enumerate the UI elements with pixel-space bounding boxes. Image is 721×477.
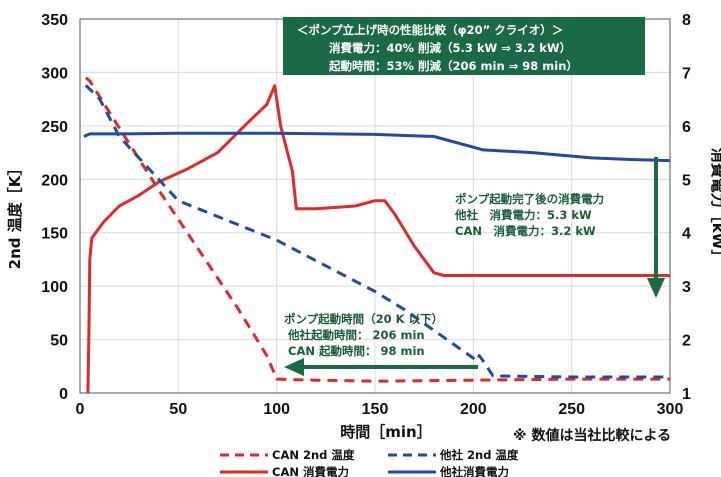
summary-line-3: 起動時間：53% 削減（206 min ⇒ 98 min）	[328, 59, 578, 73]
disclaimer: ※ 数値は当社比較による	[513, 427, 671, 444]
x-tick-labels: 0 50 100 150 200 250 300	[76, 401, 684, 418]
time-note-line-1: ポンプ起動時間（20 K 以下）	[284, 312, 443, 326]
time-note-line-2: 他社起動時間： 206 min	[287, 328, 425, 342]
y-right-tick-label: 5	[682, 172, 691, 189]
series-line-2	[84, 84, 670, 379]
y-left-tick-label: 350	[41, 12, 68, 29]
y-left-tick-label: 200	[41, 172, 68, 189]
y-right-tick-label: 6	[682, 119, 691, 136]
y-right-tick-labels: 1 2 3 4 5 6 7 8	[682, 12, 691, 403]
power-note-line-1: ポンプ起動完了後の消費電力	[455, 192, 604, 206]
x-tick-label: 250	[558, 401, 585, 418]
y-right-tick-label: 4	[682, 226, 691, 243]
time-annotation: ポンプ起動時間（20 K 以下） 他社起動時間： 206 min CAN 起動時…	[284, 312, 478, 376]
y-right-tick-label: 1	[682, 386, 691, 403]
power-annotation: ポンプ起動完了後の消費電力 他社 消費電力：5.3 kW CAN 消費電力：3.…	[454, 157, 665, 298]
series-lines	[83, 76, 671, 394]
y-left-tick-label: 300	[41, 65, 68, 82]
x-tick-label: 0	[76, 401, 85, 418]
series-line-3	[83, 131, 671, 163]
time-arrow-head	[284, 358, 304, 376]
x-tick-label: 200	[460, 401, 487, 418]
x-tick-label: 150	[362, 401, 389, 418]
y-right-tick-label: 2	[682, 333, 691, 350]
time-note-line-3: CAN 起動時間： 98 min	[288, 344, 425, 358]
legend-label-other-power: 他社消費電力	[439, 465, 509, 477]
y-left-axis-label: 2nd 温度［K］	[6, 161, 24, 270]
x-axis-label: 時間［min］	[340, 423, 431, 441]
power-note-line-3: CAN 消費電力：3.2 kW	[455, 224, 596, 238]
series-line-1	[86, 84, 670, 394]
grid-lines	[80, 19, 670, 393]
y-right-tick-label: 7	[682, 65, 691, 82]
y-left-tick-label: 50	[50, 333, 68, 350]
legend: CAN 2nd 温度 CAN 消費電力 他社 2nd 温度 他社消費電力	[220, 448, 519, 477]
y-left-tick-label: 100	[41, 279, 68, 296]
y-left-tick-label: 250	[41, 119, 68, 136]
y-left-tick-labels: 0 50 100 150 200 250 300 350	[41, 12, 68, 403]
power-arrow-head	[647, 278, 665, 298]
summary-line-2: 消費電力：40% 削減（5.3 kW ⇒ 3.2 kW）	[329, 41, 571, 55]
x-tick-label: 50	[169, 401, 187, 418]
summary-box: ＜ポンプ立上げ時の性能比較（φ20” クライオ）＞ 消費電力：40% 削減（5.…	[283, 17, 645, 75]
series-line-0	[84, 76, 670, 383]
power-note-line-2: 他社 消費電力：5.3 kW	[454, 208, 592, 222]
x-tick-label: 300	[657, 401, 684, 418]
legend-label-can-power: CAN 消費電力	[272, 465, 349, 477]
x-tick-label: 100	[263, 401, 290, 418]
y-right-tick-label: 3	[682, 279, 691, 296]
y-right-tick-label: 8	[682, 12, 691, 29]
y-right-axis-label: 消費電力［kW］	[709, 148, 721, 265]
y-left-tick-label: 150	[41, 226, 68, 243]
summary-line-1: ＜ポンプ立上げ時の性能比較（φ20” クライオ）＞	[297, 23, 563, 37]
legend-label-other-temp: 他社 2nd 温度	[439, 448, 519, 462]
y-left-tick-label: 0	[59, 386, 68, 403]
legend-label-can-temp: CAN 2nd 温度	[272, 448, 355, 462]
